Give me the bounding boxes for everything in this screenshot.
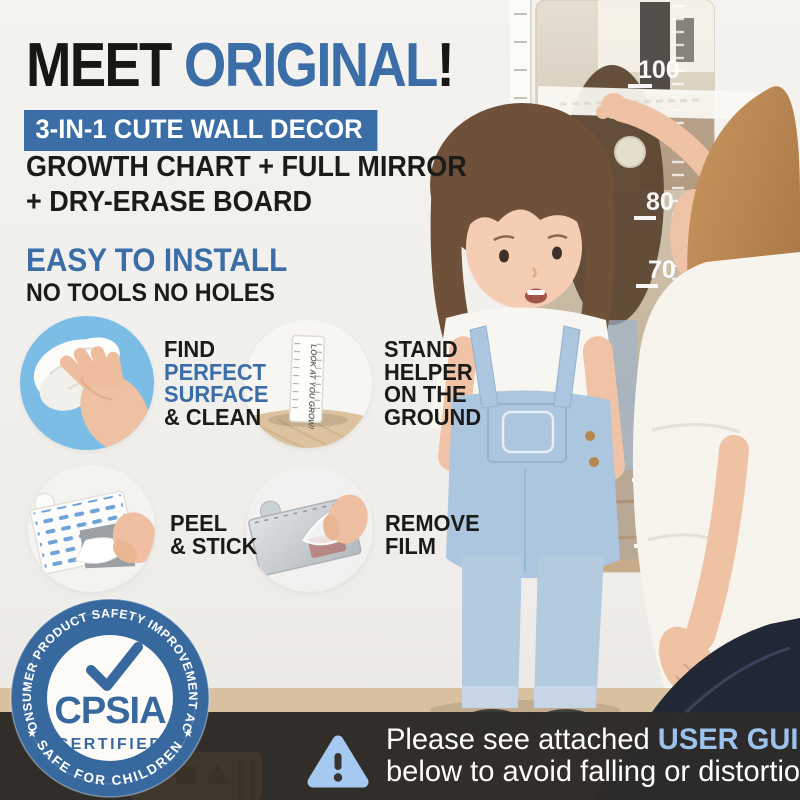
cpsia-certified-seal: CONSUMER PRODUCT SAFETY IMPROVEMENT ACT … bbox=[5, 593, 210, 798]
step-image-remove-film bbox=[246, 465, 373, 592]
step-label-line: PERFECT bbox=[164, 358, 266, 385]
step-label-find-surface: FIND PERFECT SURFACE & CLEAN bbox=[164, 338, 268, 428]
mirror-reflection-flower-clip bbox=[614, 136, 646, 168]
seal-star-left-icon: ★ bbox=[27, 726, 38, 740]
step-label-remove-film: REMOVE FILM bbox=[385, 512, 480, 557]
step-label-stand-helper: STAND HELPER ON THE GROUND bbox=[384, 338, 481, 428]
title-original: ORIGINAL bbox=[183, 31, 438, 100]
ruler-slogan-text: LOOK AT YOU GROW! bbox=[306, 344, 318, 430]
warning-text: Please see attached USER GUIDE below to … bbox=[386, 724, 800, 788]
title-meet: MEET bbox=[26, 31, 172, 100]
mother-tshirt bbox=[632, 252, 800, 688]
seal-acronym: CPSIA bbox=[54, 690, 166, 732]
peel-adhesive-icon bbox=[28, 465, 155, 592]
title-exclamation: ! bbox=[436, 31, 455, 100]
step-label-line: & STICK bbox=[170, 532, 258, 559]
remove-film-icon bbox=[246, 465, 373, 592]
warning-line-2: below to avoid falling or distortion bbox=[386, 755, 800, 788]
hand-wiping-icon bbox=[20, 316, 154, 450]
step-image-stand-helper: LOOK AT YOU GROW! bbox=[244, 320, 372, 448]
step-label-line: ON THE bbox=[384, 381, 467, 407]
step-label-line: FILM bbox=[385, 532, 436, 559]
ruler-top-board bbox=[538, 86, 762, 120]
step-label-line: HELPER bbox=[384, 358, 473, 385]
mirror-reflection-dark-item bbox=[640, 2, 670, 90]
warning-prefix: Please see attached bbox=[386, 723, 650, 756]
scale-mark: 70 bbox=[648, 256, 676, 284]
seal-status: CERTIFIED bbox=[57, 736, 164, 753]
warning-line-1: Please see attached USER GUIDE bbox=[386, 724, 800, 756]
step-label-line: & CLEAN bbox=[164, 403, 262, 430]
subtitle-line-1: GROWTH CHART + FULL MIRROR bbox=[26, 151, 467, 183]
standing-ruler-icon: LOOK AT YOU GROW! bbox=[244, 320, 372, 448]
scale-mark: 100 bbox=[638, 56, 680, 84]
check-icon bbox=[86, 642, 143, 691]
step-label-peel-stick: PEEL & STICK bbox=[170, 512, 257, 557]
page-title: MEET ORIGINAL! bbox=[26, 30, 455, 101]
seal-star-right-icon: ★ bbox=[183, 726, 194, 740]
step-label-line: STAND bbox=[384, 336, 458, 362]
step-label-line: GROUND bbox=[384, 403, 482, 430]
no-tools-subheading: NO TOOLS NO HOLES bbox=[26, 279, 275, 307]
step-label-line: PEEL bbox=[170, 510, 228, 536]
warning-highlight: USER GUIDE bbox=[657, 723, 800, 756]
scale-mark: 80 bbox=[646, 188, 674, 216]
warning-triangle-icon bbox=[307, 735, 369, 788]
step-label-line: REMOVE bbox=[385, 510, 480, 536]
step-image-peel-stick bbox=[28, 465, 155, 592]
easy-to-install-heading: EASY TO INSTALL bbox=[26, 242, 288, 278]
step-image-find-surface bbox=[20, 316, 154, 450]
badge-3-in-1: 3-IN-1 CUTE WALL DECOR bbox=[24, 110, 377, 151]
subtitle-line-2: + DRY-ERASE BOARD bbox=[26, 185, 312, 218]
step-label-line: SURFACE bbox=[164, 381, 269, 407]
subtitle: GROWTH CHART + FULL MIRROR + DRY-ERASE B… bbox=[26, 150, 467, 220]
step-label-line: FIND bbox=[164, 336, 215, 362]
